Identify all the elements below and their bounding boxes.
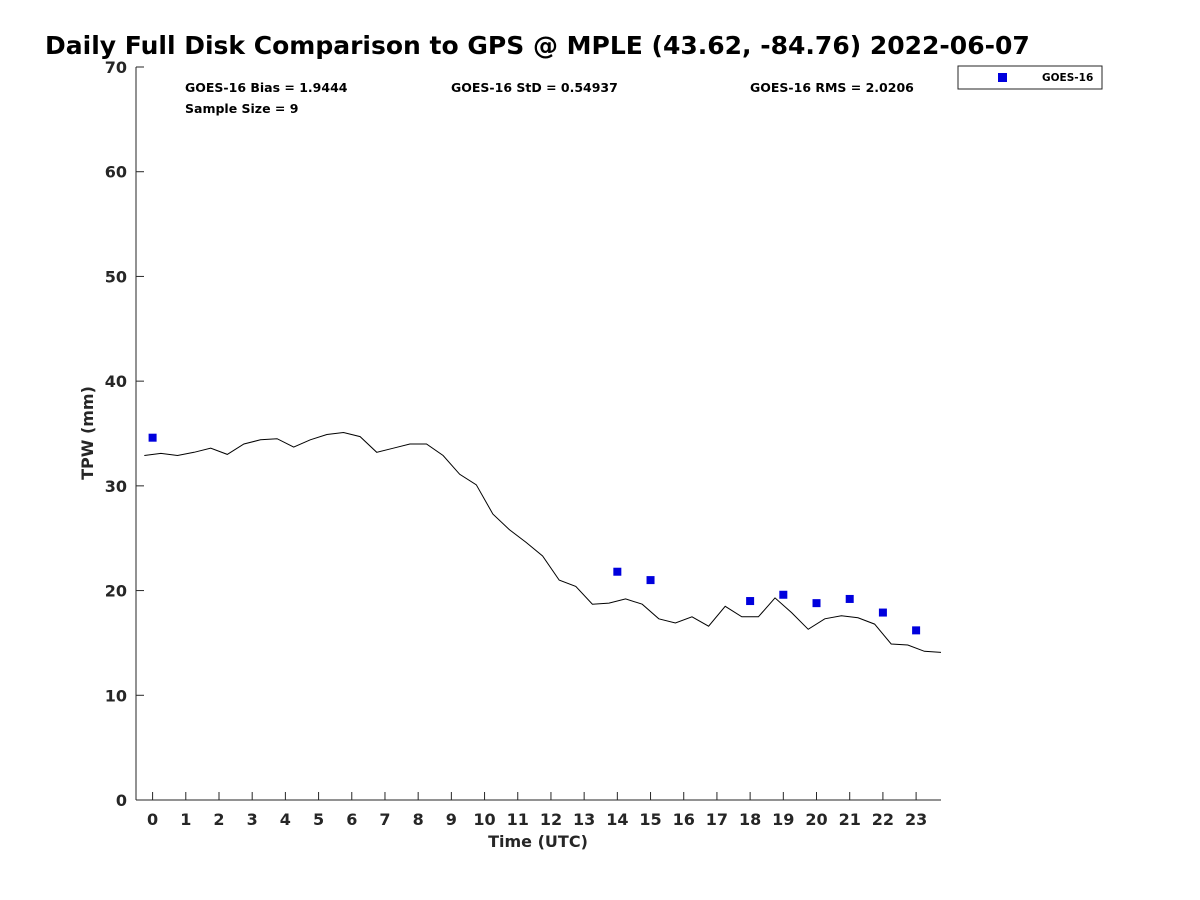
- x-tick-label: 16: [673, 810, 695, 829]
- goes16-point: [746, 597, 755, 606]
- chart-title: Daily Full Disk Comparison to GPS @ MPLE…: [45, 31, 1030, 60]
- x-tick-label: 7: [379, 810, 390, 829]
- x-tick-label: 4: [280, 810, 291, 829]
- bias-stat: GOES-16 Bias = 1.9444: [185, 80, 348, 95]
- x-tick-label: 17: [706, 810, 728, 829]
- goes16-point: [646, 576, 655, 585]
- legend-label: GOES-16: [1042, 72, 1093, 84]
- goes16-point: [878, 608, 887, 617]
- x-tick-label: 11: [507, 810, 529, 829]
- x-tick-label: 13: [573, 810, 595, 829]
- rms-stat: GOES-16 RMS = 2.0206: [750, 80, 914, 95]
- x-tick-label: 9: [446, 810, 457, 829]
- goes16-point: [812, 599, 821, 608]
- sample-size-stat: Sample Size = 9: [185, 101, 298, 116]
- y-tick-label: 30: [105, 477, 127, 496]
- x-tick-label: 0: [147, 810, 158, 829]
- x-tick-label: 14: [606, 810, 628, 829]
- y-tick-label: 50: [105, 267, 127, 286]
- x-tick-label: 19: [772, 810, 794, 829]
- goes16-point: [148, 433, 157, 442]
- y-tick-label: 10: [105, 686, 127, 705]
- x-tick-label: 20: [805, 810, 827, 829]
- x-tick-label: 23: [905, 810, 927, 829]
- x-tick-label: 12: [540, 810, 562, 829]
- goes16-point: [912, 626, 921, 635]
- x-tick-label: 3: [247, 810, 258, 829]
- std-stat: GOES-16 StD = 0.54937: [451, 80, 618, 95]
- series-layer: [144, 431, 942, 653]
- legend-box: [957, 65, 1103, 90]
- goes16-point: [613, 567, 622, 576]
- y-tick-label: 20: [105, 582, 127, 601]
- x-tick-label: 6: [346, 810, 357, 829]
- x-tick-label: 2: [213, 810, 224, 829]
- goes16-point: [845, 594, 854, 603]
- x-tick-label: 18: [739, 810, 761, 829]
- legend-marker: [998, 73, 1007, 82]
- goes16-point: [779, 590, 788, 599]
- x-tick-label: 5: [313, 810, 324, 829]
- x-tick-label: 10: [473, 810, 495, 829]
- y-tick-label: 0: [116, 791, 127, 810]
- x-tick-label: 8: [413, 810, 424, 829]
- gps-tpw-line: [144, 431, 942, 653]
- legend: GOES-16: [957, 65, 1103, 90]
- x-tick-label: 22: [872, 810, 894, 829]
- y-tick-label: 40: [105, 372, 127, 391]
- x-axis: 0 1 2 3 4 5 6 7 8 9 10 11 12 13 14 15 16 17 18 19 20 21 22 23: [147, 792, 927, 829]
- y-tick-label: 60: [105, 163, 127, 182]
- y-axis-label: TPW (mm): [78, 386, 97, 480]
- x-tick-label: 15: [639, 810, 661, 829]
- x-tick-label: 1: [180, 810, 191, 829]
- y-tick-label: 70: [105, 58, 127, 77]
- x-axis-label: Time (UTC): [488, 832, 588, 851]
- y-axis: 0 10 20 30 40 50 60 70: [105, 58, 144, 810]
- x-tick-label: 21: [839, 810, 861, 829]
